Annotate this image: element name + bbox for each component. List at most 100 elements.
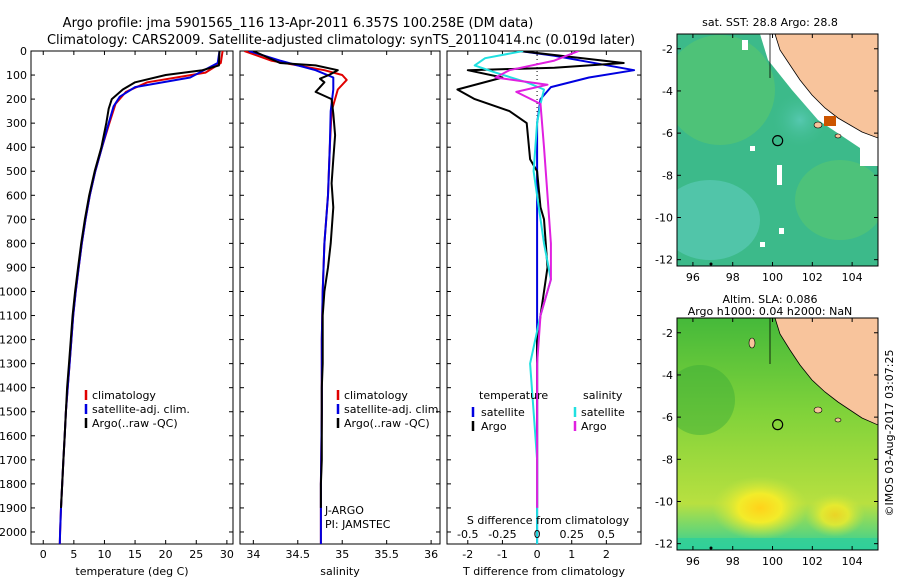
sst_map-ytick-label: -2 xyxy=(662,43,673,56)
temperature-ytick-label: 900 xyxy=(6,261,27,274)
temperature-ytick-label: 600 xyxy=(6,189,27,202)
sst_map-ytick-label: -8 xyxy=(662,169,673,182)
temp-legend-label: climatology xyxy=(92,389,156,402)
sla-map-subtitle: Argo h1000: 0.04 h2000: NaN xyxy=(688,305,853,318)
imos-credit: ©IMOS 03-Aug-2017 03:07:25 xyxy=(883,350,896,517)
temperature-xtick-label: 0 xyxy=(40,548,47,561)
sst-map-title: sat. SST: 28.8 Argo: 28.8 xyxy=(702,16,838,29)
temperature-ytick-label: 2000 xyxy=(0,526,27,539)
sla_map-ytick-label: -6 xyxy=(662,411,673,424)
sla-high-center xyxy=(712,476,808,540)
temperature-ytick-label: 1900 xyxy=(0,502,27,515)
sla_map-xtick-label: 100 xyxy=(762,555,783,568)
difference-series-salinity-argo xyxy=(494,51,579,508)
salinity-xtick-label: 36 xyxy=(424,548,438,561)
difference-xtick-label: 1 xyxy=(568,548,575,561)
diff-x2tick-label: -0.25 xyxy=(488,528,516,541)
sst_map-xtick-label: 102 xyxy=(802,271,823,284)
temperature-ytick-label: 1400 xyxy=(0,382,27,395)
diff-x2tick-label: 0 xyxy=(534,528,541,541)
sla_map-ytick-label: -10 xyxy=(655,495,673,508)
diff-x2tick-label: -0.5 xyxy=(457,528,478,541)
sst_map-float-marker xyxy=(772,135,784,147)
sla_map-xtick-label: 104 xyxy=(842,555,863,568)
sst_map-frame xyxy=(676,33,879,267)
difference-xtick-label: -1 xyxy=(497,548,508,561)
sla_map-xtick-label: 102 xyxy=(802,555,823,568)
sst-tiny-island xyxy=(709,262,713,266)
sst_map-xtick-label: 100 xyxy=(762,271,783,284)
sla_map-xtick-label: 98 xyxy=(726,555,740,568)
temperature-ytick-label: 1500 xyxy=(0,406,27,419)
sst-island xyxy=(834,133,842,139)
sla-island xyxy=(748,337,756,349)
difference-xtick-label: 2 xyxy=(603,548,610,561)
temperature-xtick-label: 25 xyxy=(189,548,203,561)
diff-legend-sal-label: satellite xyxy=(581,406,625,419)
difference-xtick-label: 0 xyxy=(534,548,541,561)
salinity-series-argo-raw-qc- xyxy=(252,51,339,508)
temperature-ytick-label: 1000 xyxy=(0,285,27,298)
sla-land-sumatra xyxy=(774,318,878,426)
sla-map-axes: 96 98 100 102 104 -2 -4 -6 -8 -10 -12 xyxy=(655,317,879,568)
sla-south-band xyxy=(677,538,878,550)
temperature-xtick-label: 20 xyxy=(159,548,173,561)
sla_map-ytick-label: -4 xyxy=(662,369,673,382)
sst-missing-pixel xyxy=(750,146,755,151)
sla-tiny-island xyxy=(709,546,713,550)
sst-patch-east xyxy=(795,160,878,240)
salinity-xtick-label: 34 xyxy=(246,548,260,561)
sla_map-ytick-label: -2 xyxy=(662,327,673,340)
sst-map: sat. SST: 28.8 Argo: 28.8 96 98 100 102 104 -… xyxy=(655,16,879,284)
diff-x2label: S difference from climatology xyxy=(467,514,630,527)
sst_map-xtick-label: 96 xyxy=(686,271,700,284)
difference-xtick-label: -2 xyxy=(462,548,473,561)
temperature-xlabel: temperature (deg C) xyxy=(75,565,188,578)
sst-missing-pixel xyxy=(779,228,784,234)
sal-annotation-float: J-ARGO xyxy=(324,504,364,517)
temperature-ytick-label: 400 xyxy=(6,141,27,154)
sal-annotation-pi: PI: JAMSTEC xyxy=(325,518,391,531)
difference-series-salinity-satellite xyxy=(473,51,552,544)
temperature-ytick-label: 1800 xyxy=(0,478,27,491)
sal-legend-label: satellite-adj. clim. xyxy=(344,403,442,416)
diff-x2tick-label: 0.5 xyxy=(598,528,616,541)
sst_map-ytick-label: -6 xyxy=(662,127,673,140)
temperature-ytick-label: 1600 xyxy=(0,430,27,443)
sst-warm-patch xyxy=(677,35,775,145)
difference-panel: -2 -1 0 1 2 T difference from climatology temp… xyxy=(446,50,642,578)
salinity-xlabel: salinity xyxy=(320,565,360,578)
salinity-panel: 34 34.5 35 35.5 36 salinity climatologysatelli… xyxy=(239,50,442,578)
sst_map-xtick-label: 104 xyxy=(842,271,863,284)
temperature-ytick-label: 300 xyxy=(6,117,27,130)
sst-missing-pixel xyxy=(742,40,748,50)
temperature-ytick-label: 800 xyxy=(6,237,27,250)
sst-land-sumatra xyxy=(774,34,878,139)
diff-legend-temp-header: temperature xyxy=(479,389,548,402)
sst_map-ytick-label: -4 xyxy=(662,85,673,98)
temperature-xtick-label: 30 xyxy=(220,548,234,561)
temperature-plot-area xyxy=(30,50,234,545)
sla_map-float-marker xyxy=(772,419,784,431)
temperature-ytick-label: 100 xyxy=(6,69,27,82)
temperature-ytick-label: 0 xyxy=(20,45,27,58)
diff-x2tick-label: 0.25 xyxy=(559,528,584,541)
sst-missing-pixel xyxy=(777,165,782,185)
temperature-ytick-label: 1300 xyxy=(0,358,27,371)
temp-legend-label: satellite-adj. clim. xyxy=(92,403,190,416)
diff-legend-temp-label: Argo xyxy=(481,420,507,433)
sla-island xyxy=(813,406,823,414)
sla-high-east xyxy=(805,493,865,537)
diff-legend-temp-label: satellite xyxy=(481,406,525,419)
sal-legend-label: Argo(..raw -QC) xyxy=(344,417,430,430)
salinity-xtick-label: 35.5 xyxy=(374,548,399,561)
sst-missing-pixel xyxy=(760,242,765,247)
salinity-plot-area xyxy=(239,50,441,545)
sst-map-axes: 96 98 100 102 104 -2 -4 -6 -8 -10 -12 xyxy=(655,33,879,284)
temperature-panel: 0 5 10 15 20 25 30 temperature (deg C) 0 100 200 30… xyxy=(0,45,234,578)
temperature-ytick-label: 1700 xyxy=(0,454,27,467)
temperature-xtick-label: 10 xyxy=(97,548,111,561)
sst-missing-pixel xyxy=(860,146,878,166)
sla_map-ytick-label: -8 xyxy=(662,453,673,466)
